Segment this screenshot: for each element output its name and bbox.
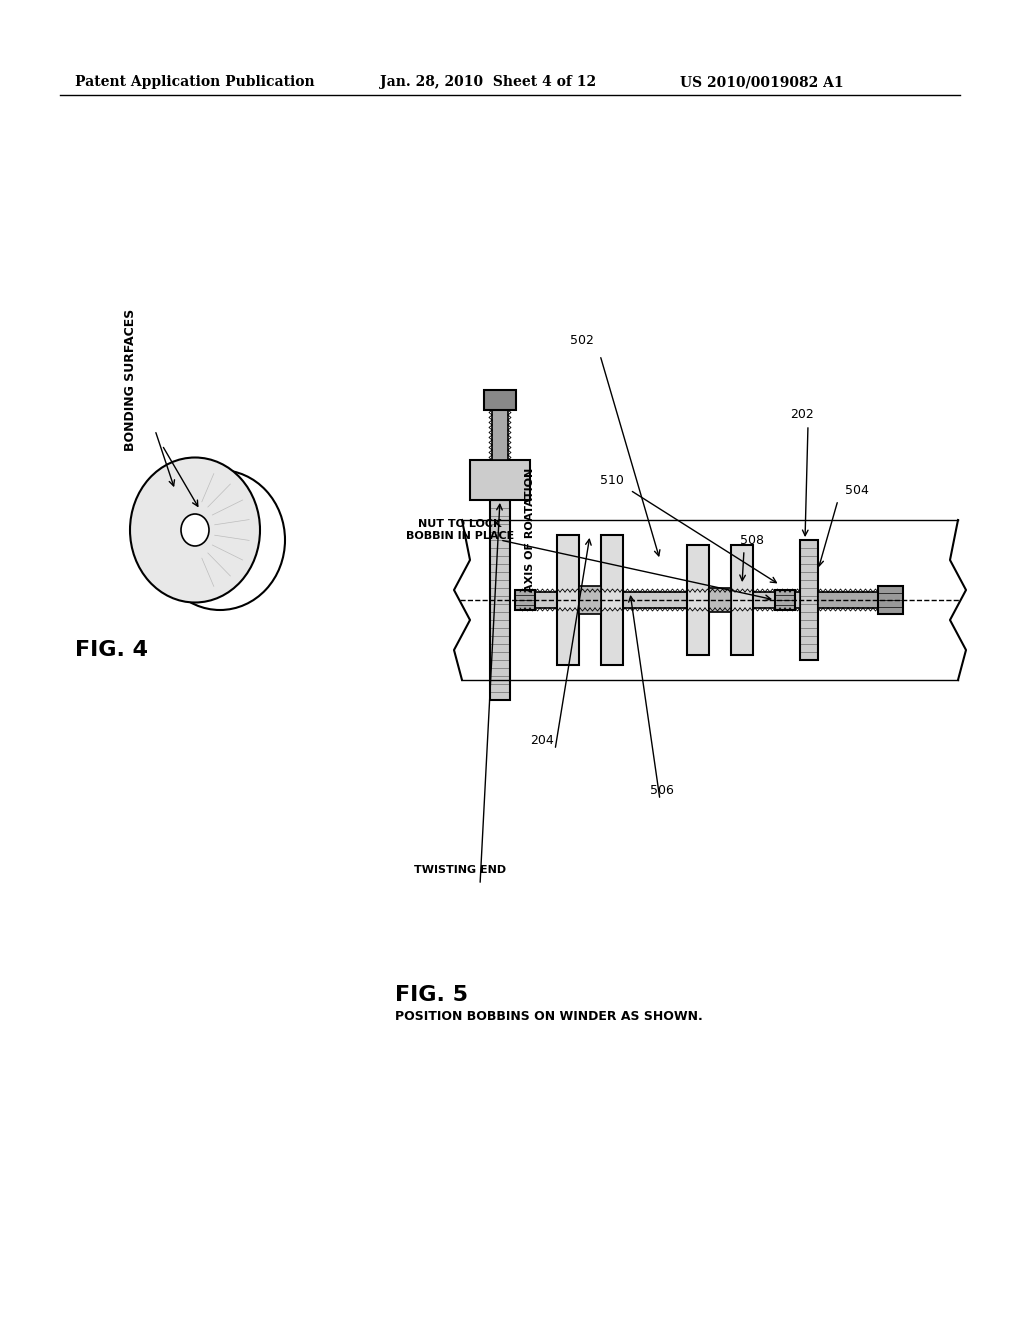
Bar xyxy=(878,586,903,614)
Text: 508: 508 xyxy=(740,533,764,546)
Bar xyxy=(687,545,709,655)
Text: 504: 504 xyxy=(845,483,869,496)
Text: FIG. 5: FIG. 5 xyxy=(395,985,468,1005)
Text: 510: 510 xyxy=(600,474,624,487)
Text: 506: 506 xyxy=(650,784,674,796)
Bar xyxy=(818,591,878,609)
Text: Jan. 28, 2010  Sheet 4 of 12: Jan. 28, 2010 Sheet 4 of 12 xyxy=(380,75,596,88)
Bar xyxy=(515,590,535,610)
Text: POSITION BOBBINS ON WINDER AS SHOWN.: POSITION BOBBINS ON WINDER AS SHOWN. xyxy=(395,1010,702,1023)
Text: TWISTING END: TWISTING END xyxy=(414,865,506,875)
Bar xyxy=(731,545,753,655)
Text: Patent Application Publication: Patent Application Publication xyxy=(75,75,314,88)
Text: BONDING SURFACES: BONDING SURFACES xyxy=(124,309,136,451)
Bar xyxy=(601,535,623,665)
Bar xyxy=(557,535,579,665)
Bar xyxy=(520,591,800,609)
Ellipse shape xyxy=(130,458,260,602)
Text: AXIS OF ROATATION: AXIS OF ROATATION xyxy=(525,467,535,593)
Text: NUT TO LOCK
BOBBIN IN PLACE: NUT TO LOCK BOBBIN IN PLACE xyxy=(406,519,514,541)
Bar xyxy=(490,500,510,700)
Bar xyxy=(484,389,516,411)
Bar xyxy=(709,587,731,612)
Ellipse shape xyxy=(181,513,209,546)
Bar xyxy=(775,590,795,610)
Bar xyxy=(800,540,818,660)
Text: US 2010/0019082 A1: US 2010/0019082 A1 xyxy=(680,75,844,88)
Text: 202: 202 xyxy=(790,408,814,421)
Text: FIG. 4: FIG. 4 xyxy=(75,640,148,660)
Text: 204: 204 xyxy=(530,734,554,747)
Bar xyxy=(470,459,530,500)
Text: 502: 502 xyxy=(570,334,594,346)
Bar xyxy=(579,586,601,614)
Bar xyxy=(492,411,508,459)
